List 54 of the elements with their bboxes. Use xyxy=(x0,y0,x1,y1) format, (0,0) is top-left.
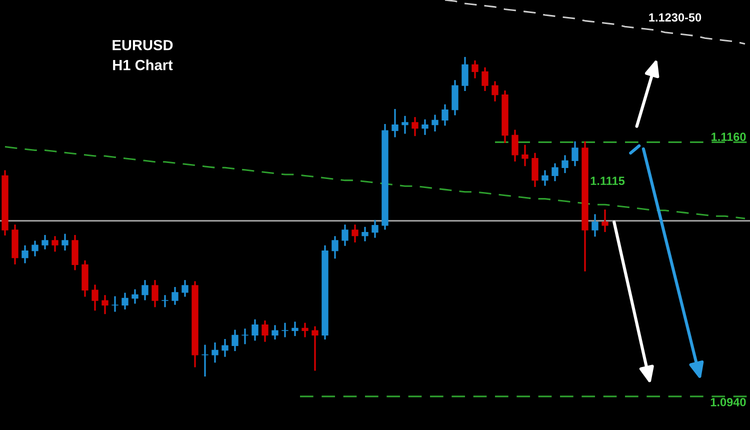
text: EURUSD H1 Chart xyxy=(112,40,173,70)
candlestick xyxy=(272,325,278,340)
candlestick xyxy=(352,224,358,242)
candlestick xyxy=(332,236,338,259)
candlestick xyxy=(212,342,218,363)
candlestick xyxy=(562,155,568,174)
candlestick xyxy=(342,224,348,246)
candlestick xyxy=(602,210,608,232)
candlestick xyxy=(482,67,488,91)
candlestick xyxy=(492,81,498,102)
candlestick xyxy=(172,286,178,305)
candlestick xyxy=(522,144,528,166)
candlestick xyxy=(542,170,548,186)
candlestick xyxy=(122,292,128,310)
candlestick xyxy=(312,326,318,371)
candlestick xyxy=(262,320,268,342)
candlestick xyxy=(512,130,518,162)
candlestick xyxy=(462,56,468,91)
candlestick xyxy=(302,322,308,338)
annotation: 1.1115 xyxy=(590,176,625,186)
candlestick xyxy=(402,116,408,134)
candlestick xyxy=(142,280,148,300)
candlestick xyxy=(252,319,258,341)
candlestick xyxy=(432,114,438,132)
candlestick xyxy=(42,234,48,250)
ref-line-label: 1.1160 xyxy=(712,132,746,141)
candlestick xyxy=(62,234,68,251)
candlestick xyxy=(362,226,368,242)
candlestick xyxy=(392,108,398,138)
annotation: 1.1230-50 xyxy=(649,13,702,22)
candlestick xyxy=(102,295,108,314)
candlestick xyxy=(132,289,138,304)
candlestick xyxy=(32,240,38,256)
candlestick xyxy=(92,284,98,311)
candlestick xyxy=(472,60,478,78)
candlestick xyxy=(292,322,298,336)
candlestick xyxy=(532,152,538,187)
candlestick xyxy=(182,280,188,297)
candlestick xyxy=(442,104,448,126)
candlestick xyxy=(282,322,288,338)
candlestick xyxy=(112,296,118,312)
candlestick xyxy=(592,214,598,237)
candlestick xyxy=(412,117,418,136)
candlestick xyxy=(162,295,168,308)
candlestick xyxy=(552,163,558,182)
candlestick xyxy=(152,280,158,308)
candlestick xyxy=(372,220,378,238)
candlestick xyxy=(422,119,428,135)
candlestick xyxy=(572,141,578,166)
candlestick xyxy=(222,339,228,357)
candlestick xyxy=(232,330,238,352)
candlestick xyxy=(52,236,58,252)
candlestick xyxy=(22,245,28,264)
ref-line-label: 1.0940 xyxy=(710,398,746,406)
